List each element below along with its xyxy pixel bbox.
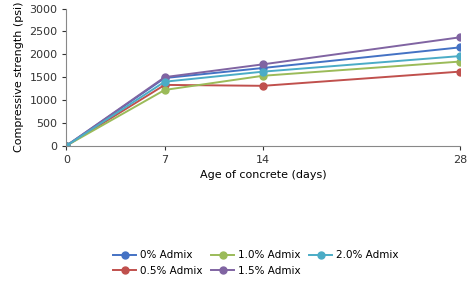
Line: 1.5% Admix: 1.5% Admix bbox=[63, 34, 463, 149]
0% Admix bbox=[457, 46, 463, 49]
2.0% Admix bbox=[260, 70, 266, 73]
1.5% Admix bbox=[162, 76, 167, 79]
2.0% Admix bbox=[162, 80, 167, 83]
0% Admix bbox=[64, 144, 69, 147]
Line: 1.0% Admix: 1.0% Admix bbox=[63, 58, 463, 149]
Legend: 0% Admix, 0.5% Admix, 1.0% Admix, 1.5% Admix, 2.0% Admix: 0% Admix, 0.5% Admix, 1.0% Admix, 1.5% A… bbox=[110, 247, 402, 279]
Line: 0% Admix: 0% Admix bbox=[63, 44, 463, 149]
1.0% Admix bbox=[457, 60, 463, 63]
1.0% Admix bbox=[162, 88, 167, 92]
X-axis label: Age of concrete (days): Age of concrete (days) bbox=[200, 170, 327, 180]
Line: 0.5% Admix: 0.5% Admix bbox=[63, 68, 463, 149]
1.5% Admix bbox=[457, 36, 463, 39]
0.5% Admix bbox=[260, 84, 266, 87]
Y-axis label: Compressive strength (psi): Compressive strength (psi) bbox=[14, 2, 24, 153]
Line: 2.0% Admix: 2.0% Admix bbox=[63, 53, 463, 149]
1.5% Admix bbox=[64, 144, 69, 147]
1.0% Admix bbox=[64, 144, 69, 147]
0% Admix bbox=[260, 66, 266, 70]
2.0% Admix bbox=[64, 144, 69, 147]
0.5% Admix bbox=[457, 70, 463, 73]
1.5% Admix bbox=[260, 62, 266, 66]
2.0% Admix bbox=[457, 54, 463, 58]
0% Admix bbox=[162, 76, 167, 80]
0.5% Admix bbox=[162, 83, 167, 87]
0.5% Admix bbox=[64, 144, 69, 147]
1.0% Admix bbox=[260, 74, 266, 78]
